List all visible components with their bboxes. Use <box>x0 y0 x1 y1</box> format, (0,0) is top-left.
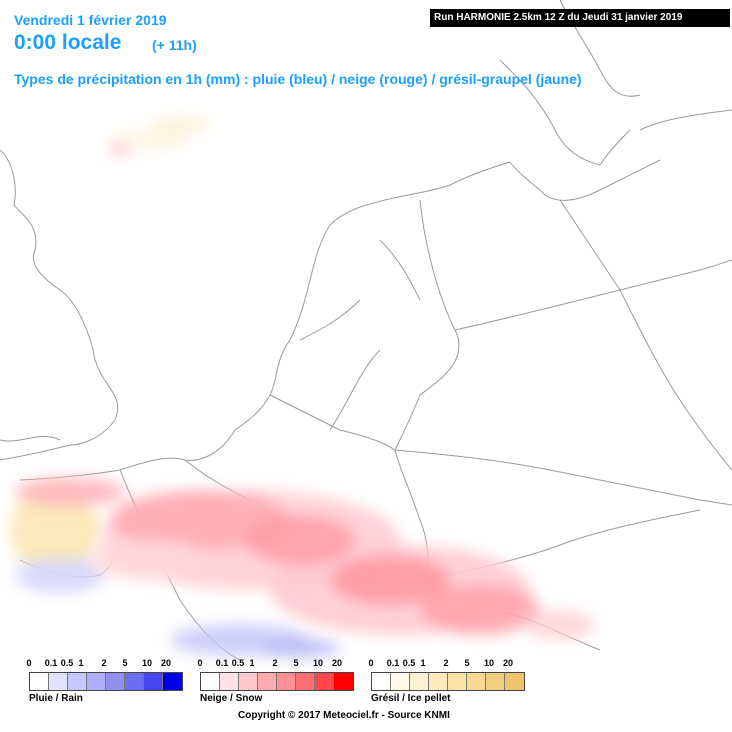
snow-legend-swatch <box>296 673 315 690</box>
sleet-legend-tick: 5 <box>464 658 470 668</box>
forecast-offset: (+ 11h) <box>152 37 197 53</box>
rain-legend-swatch <box>49 673 68 690</box>
rain-legend-swatch <box>87 673 106 690</box>
rain-legend-tick: 0 <box>26 658 32 668</box>
snow-legend-swatch <box>315 673 334 690</box>
rain-legend-tick: 0.1 <box>44 658 58 668</box>
sleet-legend-swatch <box>372 673 391 690</box>
sleet-legend-swatches <box>371 672 525 691</box>
copyright-notice: Copyright © 2017 Meteociel.fr - Source K… <box>238 710 450 721</box>
sleet-legend-tick: 0 <box>368 658 374 668</box>
rain-legend-tick: 20 <box>160 658 171 668</box>
sleet-legend-tick: 0.5 <box>402 658 416 668</box>
rain-legend-swatch <box>106 673 125 690</box>
sleet-field <box>10 117 210 575</box>
snow-legend-tick: 5 <box>293 658 299 668</box>
snow-field <box>15 145 595 640</box>
snow-legend-swatch <box>258 673 277 690</box>
snow-legend: 0 0.1 0.5 1 2 5 10 20 Neige / Snow <box>197 658 354 704</box>
sleet-legend-swatch <box>505 673 524 690</box>
snow-legend-swatch <box>239 673 258 690</box>
rain-field <box>15 557 340 658</box>
rain-legend-tick: 2 <box>101 658 107 668</box>
snow-legend-swatches <box>200 672 354 691</box>
run-banner: Run HARMONIE 2.5km 12 Z du Jeudi 31 janv… <box>430 9 730 27</box>
snow-legend-swatch <box>277 673 296 690</box>
snow-legend-ticks: 0 0.1 0.5 1 2 5 10 20 <box>197 658 354 670</box>
snow-legend-swatch <box>334 673 353 690</box>
rain-legend-swatch <box>163 673 182 690</box>
snow-legend-tick: 0.1 <box>215 658 229 668</box>
sleet-legend-swatch <box>486 673 505 690</box>
sleet-legend-swatch <box>410 673 429 690</box>
sleet-legend-swatch <box>467 673 486 690</box>
snow-legend-tick: 0.5 <box>231 658 245 668</box>
forecast-time: 0:00 locale <box>14 31 122 54</box>
sleet-legend-ticks: 0 0.1 0.5 1 2 5 10 20 <box>368 658 525 670</box>
rain-legend-swatch <box>30 673 49 690</box>
sleet-legend-swatch <box>391 673 410 690</box>
rain-legend-tick: 0.5 <box>60 658 74 668</box>
snow-legend-swatch <box>220 673 239 690</box>
sleet-legend-tick: 1 <box>420 658 426 668</box>
rain-legend-swatches <box>29 672 183 691</box>
rain-legend-label: Pluie / Rain <box>29 693 83 704</box>
sleet-legend-tick: 10 <box>483 658 494 668</box>
snow-legend-label: Neige / Snow <box>200 693 263 704</box>
snow-legend-tick: 0 <box>197 658 203 668</box>
sleet-legend-label: Grésil / Ice pellet <box>371 693 451 704</box>
snow-legend-tick: 20 <box>331 658 342 668</box>
map-subtitle: Types de précipitation en 1h (mm) : plui… <box>14 71 582 87</box>
forecast-date: Vendredi 1 février 2019 <box>14 12 167 28</box>
sleet-legend-swatch <box>429 673 448 690</box>
sleet-legend-tick: 0.1 <box>386 658 400 668</box>
sleet-legend-tick: 20 <box>502 658 513 668</box>
rain-legend-tick: 1 <box>78 658 84 668</box>
rain-legend-swatch <box>125 673 144 690</box>
snow-legend-tick: 10 <box>312 658 323 668</box>
rain-legend-tick: 10 <box>141 658 152 668</box>
sleet-legend: 0 0.1 0.5 1 2 5 10 20 Grésil / Ice pellet <box>368 658 525 704</box>
rain-legend: 0 0.1 0.5 1 2 5 10 20 Pluie / Rain <box>26 658 183 704</box>
sleet-legend-tick: 2 <box>443 658 449 668</box>
sleet-legend-swatch <box>448 673 467 690</box>
rain-legend-tick: 5 <box>122 658 128 668</box>
rain-legend-swatch <box>144 673 163 690</box>
snow-legend-tick: 2 <box>272 658 278 668</box>
snow-legend-tick: 1 <box>249 658 255 668</box>
snow-legend-swatch <box>201 673 220 690</box>
rain-legend-swatch <box>68 673 87 690</box>
rain-legend-ticks: 0 0.1 0.5 1 2 5 10 20 <box>26 658 183 670</box>
